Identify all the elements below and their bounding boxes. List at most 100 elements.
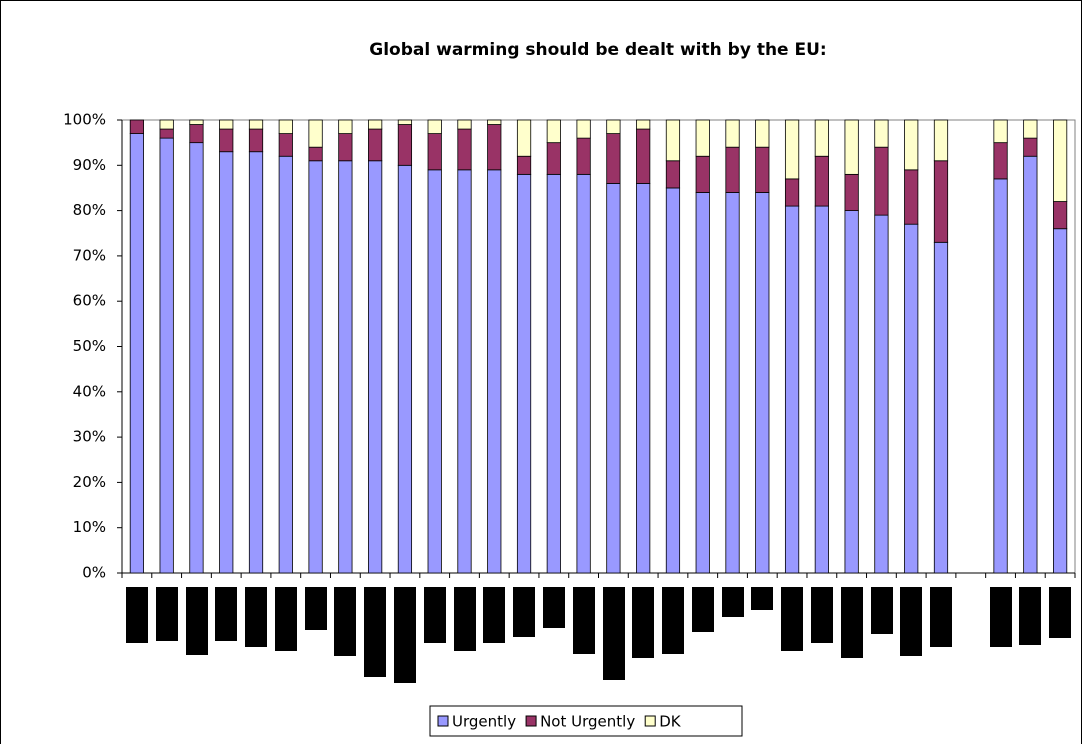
bar-segment	[636, 128, 651, 184]
bar-segment	[308, 146, 323, 162]
bar-segment	[1053, 228, 1068, 574]
y-tick-label: 80%	[73, 201, 106, 219]
bar-segment	[606, 133, 621, 184]
bar-segment	[487, 124, 502, 171]
bar-segment	[814, 119, 829, 157]
chart-title: Global warming should be dealt with by t…	[369, 40, 826, 60]
bar-segment	[784, 178, 800, 207]
bar-segment	[516, 119, 532, 157]
redacted-labels	[126, 587, 1071, 683]
bar-segment	[189, 124, 204, 144]
bar-segment	[129, 119, 144, 134]
bar-segment	[904, 169, 919, 225]
bar-segment	[993, 119, 1008, 144]
bar-segment	[338, 119, 353, 134]
bar-segment	[933, 119, 949, 162]
y-tick-label: 20%	[73, 473, 106, 491]
bar-segment	[844, 210, 859, 574]
bar-segment	[129, 133, 144, 574]
bar-segment	[1023, 137, 1038, 157]
bar-segment	[695, 119, 710, 157]
bar-segment	[189, 119, 204, 125]
bar-segment	[755, 119, 770, 148]
bar-segment	[219, 119, 234, 130]
y-tick-label: 70%	[73, 246, 106, 264]
bar-segment	[338, 133, 353, 162]
bar-segment	[278, 155, 293, 574]
legend-swatch	[525, 715, 537, 727]
bar-segment	[576, 119, 591, 139]
bar-segment	[933, 241, 949, 574]
bar-segment	[546, 142, 561, 175]
bar-segment	[189, 142, 204, 574]
bar-segment	[219, 151, 234, 574]
legend-swatch	[644, 715, 656, 727]
y-tick-label: 60%	[73, 292, 106, 310]
bar-segment	[248, 119, 264, 130]
bar-segment	[933, 160, 949, 243]
bar-segment	[874, 146, 889, 216]
bar-segment	[695, 155, 710, 193]
bar-segment	[1023, 119, 1038, 139]
bar-segment	[248, 151, 264, 574]
bar-segment	[993, 178, 1008, 574]
bar-segment	[159, 128, 174, 139]
bar-segment	[516, 155, 532, 175]
bar-segment	[487, 169, 502, 574]
bar-segment	[278, 133, 293, 157]
y-tick-label: 10%	[73, 518, 106, 536]
bar-segment	[606, 119, 621, 134]
legend-label: Urgently	[452, 713, 516, 731]
bar-segment	[576, 173, 591, 574]
bar-segment	[814, 205, 829, 574]
bar-segment	[695, 192, 710, 574]
bar-segment	[725, 192, 740, 574]
bar-segment	[874, 119, 889, 148]
bar-segment	[755, 146, 770, 193]
bar-segment	[636, 119, 651, 130]
bar-segment	[904, 119, 919, 171]
bar-segment	[1053, 201, 1068, 230]
bar-segment	[606, 183, 621, 574]
bar-segment	[308, 119, 323, 148]
bar-segment	[457, 128, 472, 171]
bar-segment	[308, 160, 323, 574]
y-tick-label: 100%	[63, 111, 106, 129]
bar-segment	[487, 119, 502, 125]
bar-segment	[844, 119, 859, 175]
bar-segment	[725, 119, 740, 148]
bar-segment	[814, 155, 829, 207]
bar-segment	[219, 128, 234, 153]
bar-segment	[516, 173, 532, 574]
bar-segment	[665, 187, 681, 574]
bar-segment	[427, 119, 442, 134]
bar-segment	[665, 160, 681, 189]
bar-segment	[427, 133, 442, 171]
legend-label: Not Urgently	[540, 713, 635, 731]
bar-segment	[993, 142, 1008, 180]
bar-segment	[636, 183, 651, 574]
y-tick-label: 0%	[82, 564, 106, 582]
bar-segment	[457, 169, 472, 574]
y-tick-label: 30%	[73, 428, 106, 446]
legend-label: DK	[659, 713, 682, 731]
bar-segment	[576, 137, 591, 175]
bar-segment	[1023, 155, 1038, 574]
bar-segment	[368, 160, 383, 574]
bar-segment	[904, 223, 919, 574]
bar-segment	[546, 173, 561, 574]
bar-segment	[874, 214, 889, 574]
bar-segment	[844, 173, 859, 212]
bar-segment	[427, 169, 442, 574]
bar-segment	[159, 119, 174, 130]
bar-segment	[397, 164, 413, 574]
bar-segment	[248, 128, 264, 153]
bar-segment	[784, 205, 800, 574]
y-tick-label: 50%	[73, 337, 106, 355]
bar-segment	[755, 192, 770, 574]
bar-segment	[665, 119, 681, 162]
y-tick-label: 40%	[73, 382, 106, 400]
bar-segment	[368, 119, 383, 130]
bar-segment	[457, 119, 472, 130]
